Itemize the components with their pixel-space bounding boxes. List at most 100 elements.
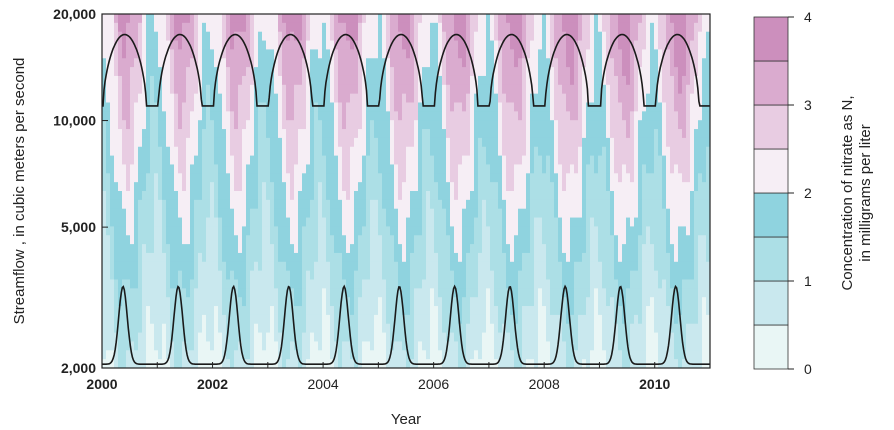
heatmap-cell	[190, 84, 195, 95]
heatmap-cell	[210, 314, 215, 325]
heatmap-cell	[302, 182, 307, 192]
heatmap-cell	[530, 155, 535, 166]
heatmap-cell	[566, 58, 571, 68]
heatmap-cell	[310, 288, 315, 298]
heatmap-cell	[354, 235, 359, 245]
heatmap-cell	[334, 155, 339, 166]
heatmap-cell	[530, 332, 535, 343]
heatmap-cell	[170, 252, 175, 263]
heatmap-cell	[478, 120, 483, 130]
heatmap-cell	[298, 22, 303, 33]
heatmap-cell	[514, 323, 519, 334]
heatmap-cell	[174, 146, 179, 157]
heatmap-cell	[130, 111, 135, 121]
heatmap-cell	[566, 235, 571, 245]
heatmap-cell	[526, 120, 531, 130]
heatmap-cell	[538, 67, 543, 77]
heatmap-cell	[498, 261, 503, 272]
heatmap-cell	[514, 297, 519, 307]
heatmap-cell	[338, 146, 343, 157]
heatmap-cell	[102, 58, 107, 68]
heatmap-cell	[574, 279, 579, 289]
heatmap-cell	[542, 208, 547, 219]
heatmap-cell	[194, 155, 199, 166]
heatmap-cell	[114, 244, 119, 254]
heatmap-cell	[526, 31, 531, 42]
heatmap-cell	[398, 270, 403, 281]
heatmap-cell	[530, 182, 535, 192]
heatmap-cell	[338, 182, 343, 192]
heatmap-cell	[162, 199, 167, 210]
heatmap-cell	[106, 22, 111, 33]
heatmap-cell	[538, 350, 543, 360]
heatmap-cell	[282, 252, 287, 263]
heatmap-cell	[254, 173, 259, 183]
heatmap-cell	[210, 102, 215, 112]
heatmap-cell	[206, 40, 211, 50]
heatmap-cell	[478, 341, 483, 351]
heatmap-cell	[322, 182, 327, 192]
heatmap-cell	[302, 199, 307, 210]
heatmap-cell	[482, 217, 487, 227]
heatmap-cell	[366, 261, 371, 272]
heatmap-cell	[162, 129, 167, 139]
heatmap-cell	[470, 137, 475, 148]
heatmap-cell	[170, 102, 175, 112]
heatmap-cell	[210, 297, 215, 307]
heatmap-cell	[590, 252, 595, 263]
heatmap-cell	[382, 164, 387, 174]
heatmap-cell	[134, 49, 139, 59]
heatmap-cell	[162, 102, 167, 112]
heatmap-cell	[426, 164, 431, 174]
heatmap-cell	[294, 67, 299, 77]
heatmap-cell	[518, 93, 523, 104]
heatmap-cell	[382, 288, 387, 298]
heatmap-cell	[554, 199, 559, 210]
heatmap-cell	[502, 244, 507, 254]
heatmap-cell	[362, 111, 367, 121]
heatmap-cell	[478, 67, 483, 77]
heatmap-cell	[498, 137, 503, 148]
heatmap-cell	[434, 146, 439, 157]
heatmap-cell	[442, 173, 447, 183]
heatmap-cell	[574, 252, 579, 263]
heatmap-cell	[218, 84, 223, 95]
heatmap-cell	[566, 67, 571, 77]
heatmap-cell	[250, 31, 255, 42]
heatmap-cell	[378, 244, 383, 254]
heatmap-cell	[286, 288, 291, 298]
heatmap-cell	[262, 314, 267, 325]
heatmap-cell	[318, 191, 323, 201]
heatmap-cell	[402, 164, 407, 174]
heatmap-cell	[382, 93, 387, 104]
heatmap-cell	[558, 137, 563, 148]
heatmap-cell	[514, 235, 519, 245]
heatmap-cell	[122, 314, 127, 325]
heatmap-cell	[262, 279, 267, 289]
heatmap-cell	[162, 191, 167, 201]
heatmap-cell	[110, 14, 115, 24]
heatmap-cell	[258, 146, 263, 157]
heatmap-cell	[286, 111, 291, 121]
heatmap-cell	[122, 182, 127, 192]
heatmap-cell	[214, 22, 219, 33]
heatmap-cell	[162, 332, 167, 343]
heatmap-cell	[182, 102, 187, 112]
heatmap-cell	[158, 40, 163, 50]
heatmap-cell	[162, 31, 167, 42]
heatmap-cell	[182, 173, 187, 183]
heatmap-cell	[586, 129, 591, 139]
heatmap-cell	[194, 164, 199, 174]
heatmap-cell	[234, 75, 239, 86]
heatmap-cell	[250, 146, 255, 157]
heatmap-cell	[494, 252, 499, 263]
heatmap-cell	[186, 244, 191, 254]
heatmap-cell	[390, 155, 395, 166]
heatmap-cell	[170, 359, 175, 368]
heatmap-cell	[590, 332, 595, 343]
heatmap-cell	[322, 341, 327, 351]
heatmap-cell	[586, 84, 591, 95]
heatmap-cell	[238, 350, 243, 360]
heatmap-cell	[494, 40, 499, 50]
heatmap-cell	[482, 155, 487, 166]
